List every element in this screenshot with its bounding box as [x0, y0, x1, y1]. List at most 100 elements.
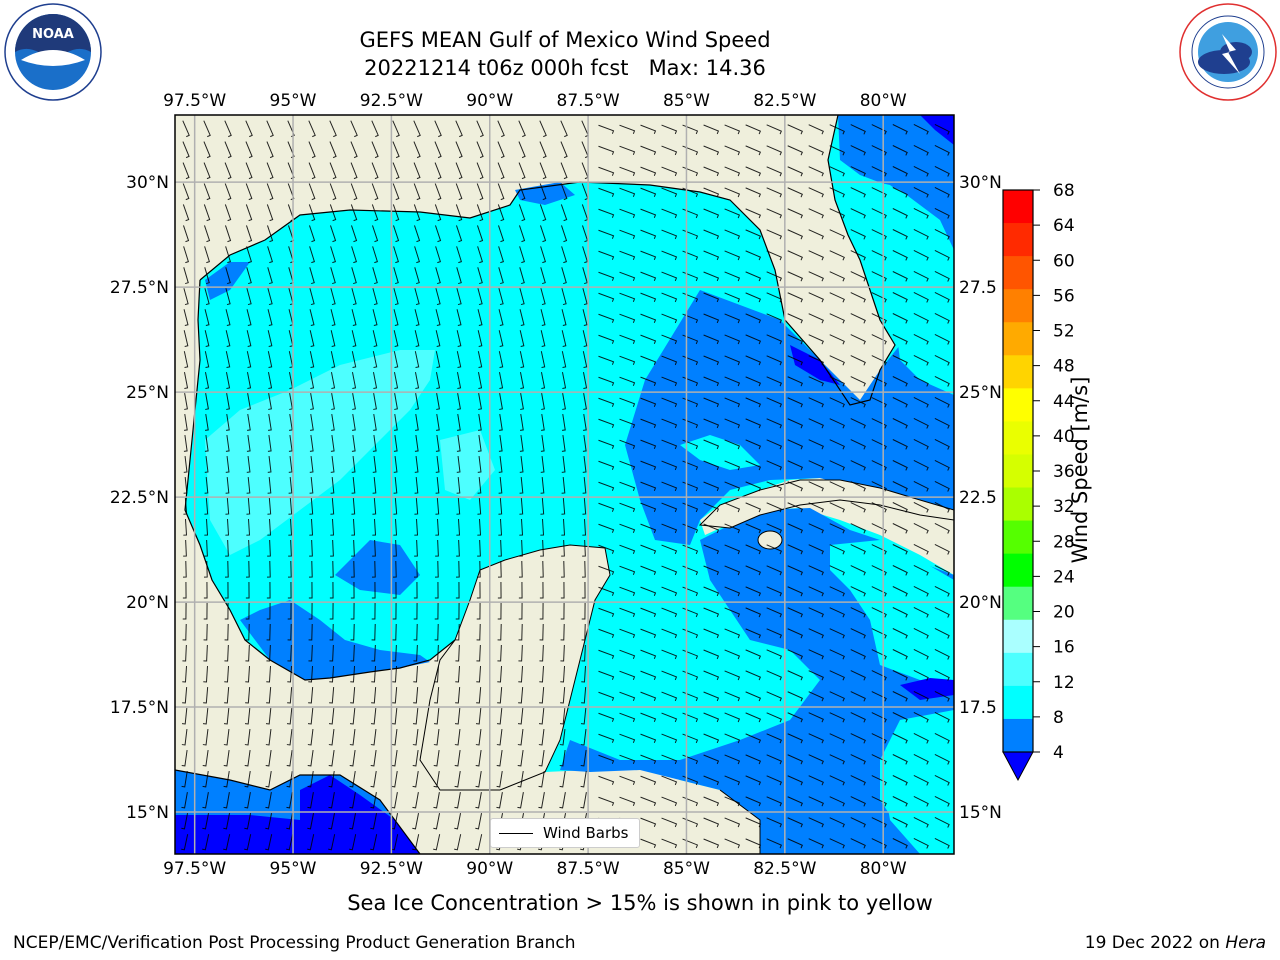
- wind-barb-840: [724, 586, 741, 597]
- wind-barb-897: [371, 623, 376, 641]
- wind-barb-131: [598, 187, 615, 197]
- wind-barb-285: [724, 271, 741, 282]
- wind-barb-508: [745, 397, 762, 408]
- wind-barb-333: [183, 309, 189, 327]
- wind-barb-1287: [787, 838, 803, 849]
- wind-barb-1272: [475, 834, 483, 851]
- wind-barb-1187: [244, 792, 251, 809]
- wind-barb-370: [183, 330, 189, 348]
- wind-barb-904: [518, 623, 523, 641]
- wind-barb-1234: [454, 813, 462, 830]
- wind-barb-781: [267, 560, 271, 578]
- wind-barb-979: [539, 665, 545, 683]
- wind-barb-1088: [496, 728, 503, 746]
- wind-barb-780: [246, 560, 250, 578]
- wind-barb-426: [582, 351, 588, 368]
- wind-barb-175: [745, 208, 762, 219]
- wind-barb-58: [619, 145, 636, 155]
- wind-barb-930: [287, 644, 292, 662]
- wind-barb-496: [499, 393, 503, 410]
- wind-barb-760: [598, 544, 615, 554]
- wind-barb-334: [204, 309, 210, 327]
- wind-barb-1001: [224, 686, 230, 704]
- wind-barb-722: [582, 518, 587, 536]
- wind-barb-18: [560, 120, 568, 138]
- wind-barb-813: [934, 564, 950, 576]
- wind-barb-1280: [640, 838, 657, 849]
- wind-barb-1125: [496, 750, 503, 767]
- colorbar-tick-16: 4: [1053, 743, 1064, 763]
- wind-barb-229: [330, 246, 337, 264]
- wind-barb-812: [913, 564, 929, 576]
- wind-barb-814: [182, 581, 187, 599]
- wind-barb-1224: [244, 813, 252, 830]
- wind-barb-489: [352, 393, 356, 410]
- wind-barb-1286: [766, 838, 782, 849]
- wind-barb-1204: [598, 796, 615, 806]
- wind-barb-71: [892, 145, 908, 156]
- wind-barb-1196: [433, 792, 440, 809]
- wind-barb-964: [224, 665, 230, 683]
- lat-tick-left-2: 25°N: [126, 383, 169, 403]
- wind-barb-1081: [349, 728, 356, 746]
- wind-barb-599: [330, 455, 335, 473]
- wind-barb-953: [766, 649, 782, 660]
- wind-barb-1114: [265, 750, 272, 767]
- wind-barb-1175: [766, 775, 782, 786]
- wind-barb-828: [476, 581, 481, 599]
- wind-barb-700: [892, 502, 908, 513]
- wind-barb-484: [247, 393, 251, 410]
- wind-barb-215: [808, 229, 824, 240]
- wind-barb-1192: [349, 792, 356, 809]
- wind-barb-706: [246, 518, 251, 536]
- wind-barb-987: [703, 670, 720, 681]
- wind-barb-778: [204, 560, 208, 578]
- wind-barb-279: [598, 271, 615, 281]
- wind-barb-126: [497, 183, 505, 201]
- wind-barb-971: [371, 665, 377, 683]
- wind-barb-248: [724, 250, 741, 261]
- wind-barb-242: [598, 250, 615, 260]
- wind-barb-1035: [934, 690, 950, 702]
- wind-barb-605: [456, 455, 461, 473]
- wind-barb-1143: [871, 754, 887, 765]
- wind-barb-136: [703, 187, 720, 198]
- wind-barb-513: [850, 397, 866, 408]
- wind-barb-90: [518, 162, 526, 180]
- wind-barb-466: [640, 376, 657, 387]
- wind-barb-1040: [265, 707, 272, 725]
- wind-barb-145: [892, 187, 908, 198]
- wind-barb-799: [640, 565, 657, 576]
- wind-barb-462: [561, 372, 567, 389]
- wind-barb-616: [682, 460, 699, 471]
- wind-barb-138: [745, 187, 762, 198]
- wind-barb-642: [456, 476, 461, 494]
- wind-barb-1221: [181, 813, 189, 830]
- wind-barb-656: [745, 481, 762, 492]
- wind-barb-224: [225, 246, 232, 264]
- wind-barb-302: [309, 288, 315, 306]
- wind-barb-1197: [454, 792, 461, 809]
- wind-barb-912: [682, 628, 699, 639]
- wind-barb-27: [745, 124, 762, 135]
- wind-barb-572: [540, 435, 545, 452]
- wind-barb-1065: [787, 712, 803, 723]
- wind-barb-69: [850, 145, 866, 156]
- wind-barb-614: [640, 460, 657, 471]
- colorbar-tick-4: 52: [1053, 322, 1075, 342]
- wind-barb-149: [203, 204, 211, 222]
- wind-barb-1263: [286, 834, 294, 851]
- wind-barb-989: [745, 670, 762, 681]
- wind-barb-771: [829, 544, 845, 555]
- wind-barb-672: [309, 497, 314, 515]
- wind-barb-597: [288, 455, 293, 473]
- wind-barb-116: [287, 183, 295, 201]
- wind-barb-403: [871, 334, 887, 345]
- wind-barb-1089: [517, 728, 524, 746]
- wind-barb-1211: [745, 796, 762, 807]
- wind-barb-431: [682, 355, 699, 366]
- wind-barb-332: [934, 291, 950, 303]
- wind-barb-1169: [640, 775, 657, 786]
- wind-barb-5: [287, 120, 295, 138]
- wind-barb-188: [246, 225, 253, 243]
